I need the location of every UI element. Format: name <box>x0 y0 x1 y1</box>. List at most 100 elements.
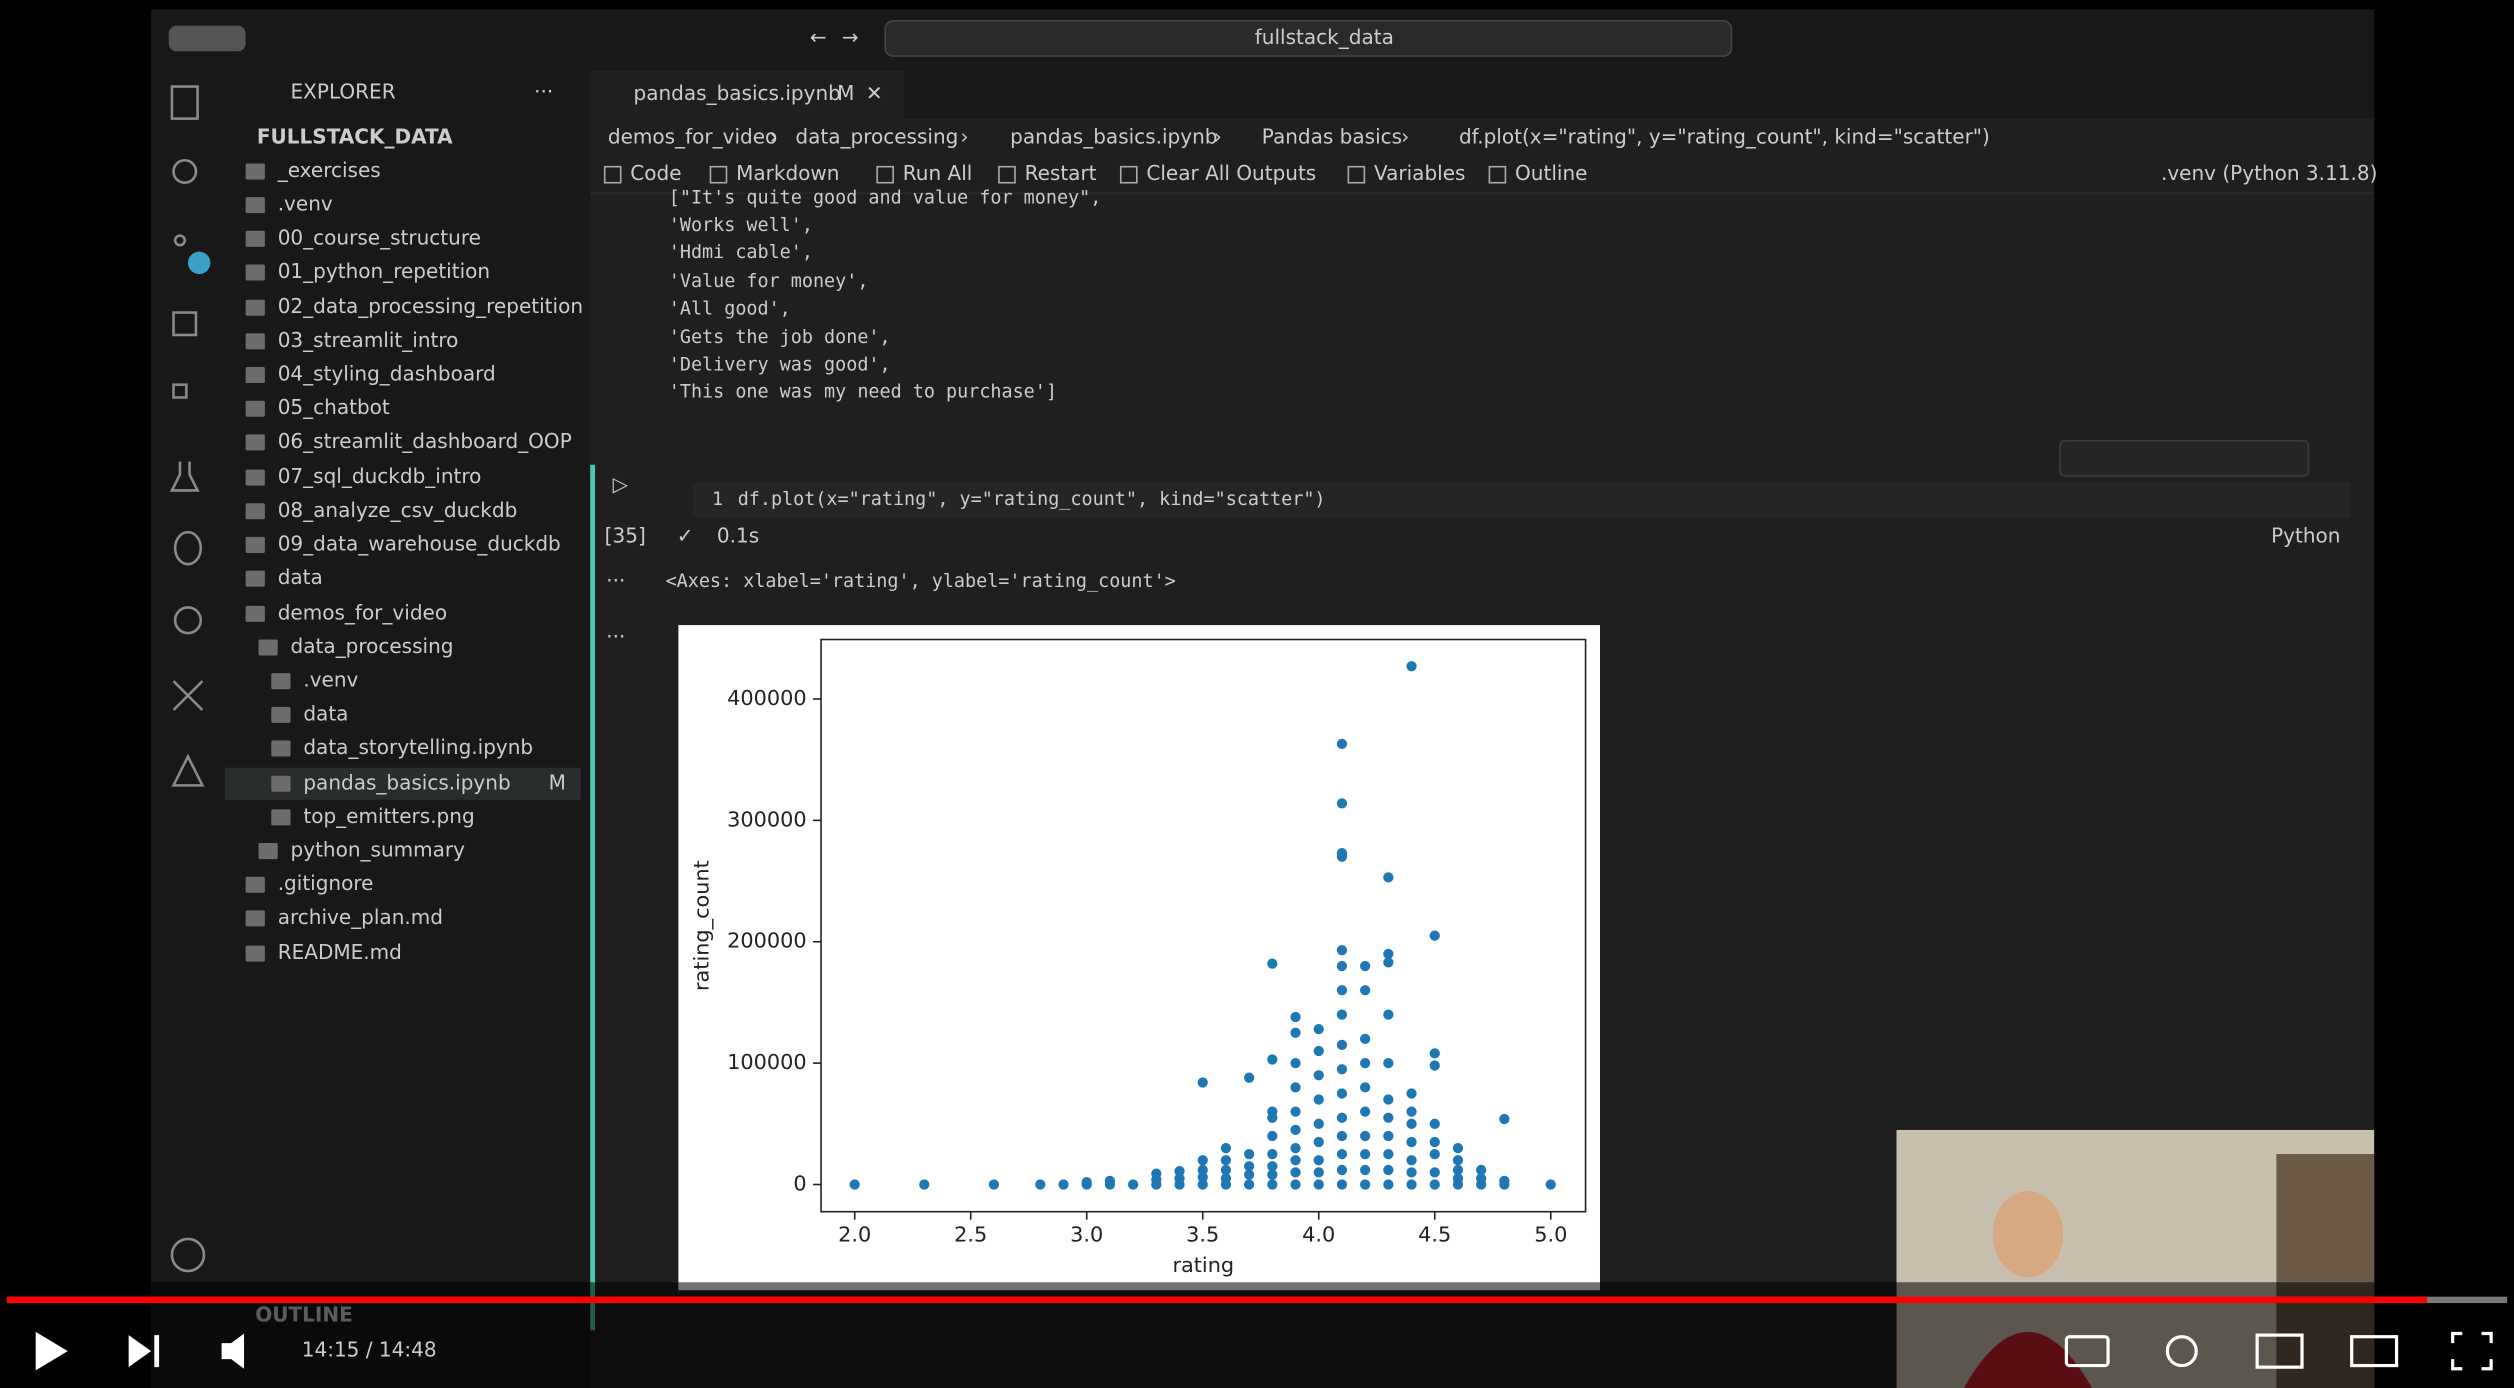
point <box>1429 1118 1440 1129</box>
explorer-item[interactable]: archive_plan.md <box>278 905 443 929</box>
explorer-item[interactable]: top_emitters.png <box>303 804 474 828</box>
point <box>1267 1054 1278 1065</box>
more-actions[interactable]: ··· <box>534 79 553 103</box>
snowflake-icon[interactable] <box>173 606 203 635</box>
breadcrumb[interactable]: demos_for_video <box>608 124 777 148</box>
explorer-item[interactable]: 06_streamlit_dashboard_OOP <box>278 429 572 453</box>
point <box>1336 1009 1348 1020</box>
point <box>1127 1179 1139 1190</box>
next-button[interactable] <box>128 1335 160 1368</box>
explorer-item[interactable]: 01_python_repetition <box>278 259 490 283</box>
point <box>1360 1033 1371 1044</box>
explorer-item[interactable]: python_summary <box>291 838 466 862</box>
activity-icons <box>169 85 206 1273</box>
toolbar-button[interactable]: Markdown <box>736 161 839 185</box>
explorer-item[interactable]: 09_data_warehouse_duckdb <box>278 531 561 555</box>
x-tick-label: 2.0 <box>838 1223 871 1247</box>
captions-button[interactable] <box>2064 1335 2110 1368</box>
breadcrumb[interactable]: Pandas basics <box>1262 124 1402 148</box>
forward-arrow[interactable]: → <box>842 25 859 49</box>
toolbar-button[interactable]: Run All <box>903 161 973 185</box>
point <box>1383 1094 1394 1105</box>
toolbar-button[interactable]: Clear All Outputs <box>1146 161 1316 185</box>
folder-icon <box>245 400 265 417</box>
active-tab[interactable] <box>590 70 905 119</box>
toolbar-icon <box>1488 165 1507 184</box>
kernel-picker[interactable]: .venv (Python 3.11.8) <box>2161 161 2377 185</box>
activity-bar <box>151 70 225 1388</box>
point <box>1058 1179 1069 1190</box>
cell-focus-bar <box>590 464 596 1331</box>
testing-icon[interactable] <box>169 461 200 492</box>
explorer-item[interactable]: 03_streamlit_intro <box>278 328 459 352</box>
folder-icon <box>245 163 265 180</box>
explorer-item[interactable]: demos_for_video <box>278 600 447 624</box>
point <box>1383 1057 1394 1069</box>
point <box>1336 1112 1348 1123</box>
azure-icon[interactable] <box>171 753 205 787</box>
explorer-item[interactable]: 08_analyze_csv_duckdb <box>278 498 518 522</box>
account-icon[interactable] <box>170 1237 206 1273</box>
point <box>1336 1149 1348 1160</box>
debug-icon[interactable] <box>172 311 198 337</box>
play-button[interactable] <box>35 1331 68 1371</box>
toolbar-button[interactable]: Restart <box>1025 161 1097 185</box>
breadcrumb[interactable]: df.plot(x="rating", y="rating_count", ki… <box>1459 124 1990 148</box>
explorer-item[interactable]: data_storytelling.ipynb <box>303 735 533 759</box>
miniplayer-button[interactable] <box>2255 1333 2304 1369</box>
toolbar-button[interactable]: Code <box>630 161 681 185</box>
search-icon[interactable] <box>172 158 198 184</box>
folder-icon <box>245 333 265 350</box>
explorer-item[interactable]: data <box>303 701 348 725</box>
explorer-item[interactable]: README.md <box>278 940 402 964</box>
fullscreen-button[interactable] <box>2451 1331 2493 1371</box>
explorer-item[interactable]: 00_course_structure <box>278 225 481 249</box>
output-menu[interactable]: ··· <box>606 624 625 648</box>
back-arrow[interactable]: ← <box>810 25 827 49</box>
breadcrumb-separator: › <box>1214 124 1222 148</box>
output-menu[interactable]: ··· <box>606 568 625 592</box>
tab-close[interactable]: ✕ <box>866 81 883 105</box>
point <box>1406 1106 1417 1117</box>
volume-button[interactable] <box>221 1333 245 1369</box>
toolbar-divider <box>590 192 2375 194</box>
scm-icon[interactable] <box>173 234 187 247</box>
explorer-item[interactable]: 04_styling_dashboard <box>278 362 496 386</box>
search-text: fullstack_data <box>1255 25 1394 49</box>
point <box>1313 1045 1324 1057</box>
point <box>1545 1179 1556 1190</box>
search-box[interactable] <box>884 20 1733 57</box>
explorer-item[interactable]: data <box>278 565 323 589</box>
breadcrumb[interactable]: data_processing <box>795 124 958 148</box>
point <box>1267 1149 1278 1160</box>
window-button[interactable] <box>168 25 246 52</box>
breadcrumb[interactable]: pandas_basics.ipynb <box>1010 124 1217 148</box>
run-cell[interactable]: ▷ <box>613 472 629 496</box>
explorer-item[interactable]: pandas_basics.ipynb <box>303 770 510 794</box>
explorer-item[interactable]: .venv <box>303 668 358 692</box>
x-tick-label: 5.0 <box>1534 1223 1567 1247</box>
toolbar-button[interactable]: Outline <box>1515 161 1587 185</box>
output-line: 'This one was my need to purchase'] <box>669 382 1057 403</box>
line-number: 1 <box>712 489 723 510</box>
cell-language[interactable]: Python <box>2271 523 2340 547</box>
point <box>1290 1179 1301 1190</box>
toolbar-button[interactable]: Variables <box>1374 161 1465 185</box>
workspace-root[interactable]: FULLSTACK_DATA <box>257 124 453 148</box>
extensions-icon[interactable] <box>172 383 188 399</box>
theater-button[interactable] <box>2350 1335 2399 1368</box>
explorer-item[interactable]: 07_sql_duckdb_intro <box>278 464 482 488</box>
settings-button[interactable] <box>2165 1335 2198 1368</box>
point <box>1336 985 1348 996</box>
explorer-icon[interactable] <box>170 85 199 120</box>
point <box>1290 1082 1301 1093</box>
database-icon[interactable] <box>173 530 203 566</box>
explorer-item[interactable]: .gitignore <box>278 871 374 895</box>
tools-icon[interactable] <box>172 680 204 711</box>
explorer-item[interactable]: _exercises <box>277 158 381 182</box>
folder-icon <box>245 469 265 486</box>
explorer-item[interactable]: 02_data_processing_repetition <box>278 294 583 318</box>
explorer-item[interactable]: 05_chatbot <box>278 395 390 419</box>
explorer-item[interactable]: data_processing <box>291 634 454 658</box>
explorer-item[interactable]: .venv <box>278 192 333 216</box>
